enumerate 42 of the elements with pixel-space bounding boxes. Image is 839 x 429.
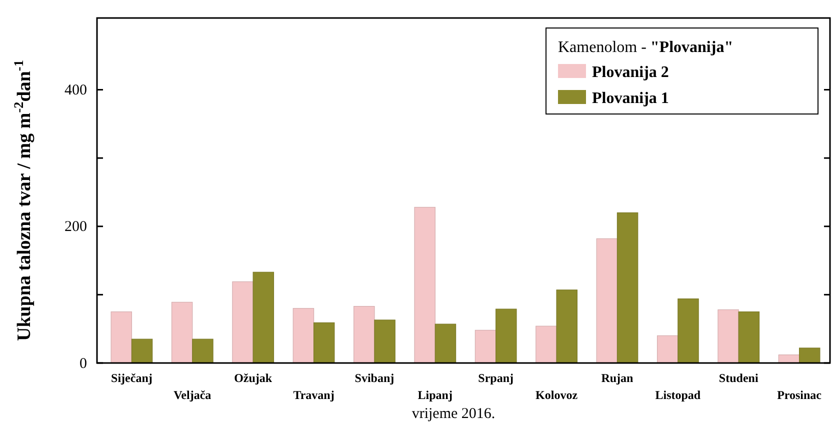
y-tick-label: 400	[64, 82, 87, 99]
bar	[374, 320, 396, 364]
bar	[252, 272, 274, 364]
bar	[496, 308, 517, 364]
bar	[656, 335, 678, 364]
x-tick-label: Srpanj	[478, 371, 514, 385]
x-tick-label: Prosinac	[777, 388, 822, 402]
bar	[354, 306, 375, 364]
bar	[414, 206, 436, 364]
bar	[313, 322, 335, 364]
legend-title: Kamenolom - "Plovanija"	[558, 39, 734, 56]
y-tick-label: 200	[64, 219, 87, 236]
x-tick-label: Studeni	[718, 371, 759, 385]
x-axis-title: vrijeme 2016.	[412, 406, 496, 422]
bar	[232, 281, 254, 364]
bar	[798, 348, 820, 364]
x-tick-label: Listopad	[655, 388, 701, 402]
x-tick-label: Kolovoz	[536, 388, 578, 402]
x-tick-label: Svibanj	[354, 371, 394, 385]
bar	[171, 302, 193, 364]
bar	[616, 212, 638, 364]
x-tick-label: Travanj	[293, 388, 334, 402]
x-tick-label: Veljača	[174, 388, 212, 402]
legend-label: Plovanija 1	[592, 90, 669, 107]
x-tick-label: Lipanj	[418, 388, 452, 402]
bar	[596, 238, 618, 364]
bar	[292, 308, 314, 364]
legend-label: Plovanija 2	[592, 64, 669, 81]
x-tick-label: Ožujak	[234, 371, 272, 385]
bar	[474, 330, 496, 364]
x-tick-label: Siječanj	[111, 371, 152, 385]
bar	[678, 298, 699, 364]
bar	[131, 338, 153, 364]
bar	[738, 311, 760, 364]
bar	[536, 326, 557, 364]
x-tick-label: Rujan	[601, 371, 634, 385]
bar	[718, 309, 739, 364]
bar	[556, 290, 578, 364]
bar	[110, 311, 132, 364]
bar	[192, 338, 214, 364]
y-tick-label: 0	[80, 356, 87, 372]
bar	[434, 324, 456, 364]
